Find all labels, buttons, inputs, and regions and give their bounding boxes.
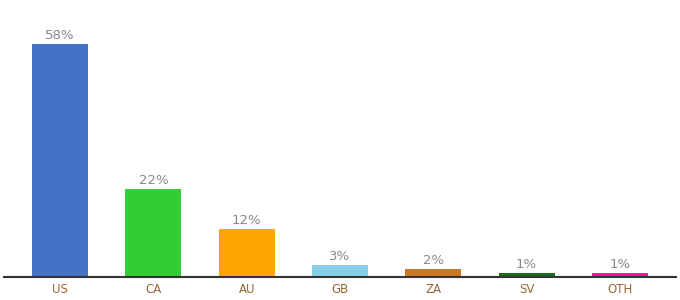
Text: 12%: 12% bbox=[232, 214, 262, 227]
Text: 22%: 22% bbox=[139, 174, 168, 187]
Bar bbox=[219, 229, 275, 277]
Bar bbox=[405, 269, 461, 277]
Text: 1%: 1% bbox=[516, 258, 537, 271]
Text: 1%: 1% bbox=[609, 258, 630, 271]
Text: 3%: 3% bbox=[329, 250, 351, 263]
Bar bbox=[125, 189, 182, 277]
Text: 2%: 2% bbox=[423, 254, 444, 267]
Bar bbox=[498, 273, 555, 277]
Text: 58%: 58% bbox=[46, 29, 75, 42]
Bar bbox=[312, 265, 368, 277]
Bar bbox=[32, 44, 88, 277]
Bar bbox=[592, 273, 648, 277]
